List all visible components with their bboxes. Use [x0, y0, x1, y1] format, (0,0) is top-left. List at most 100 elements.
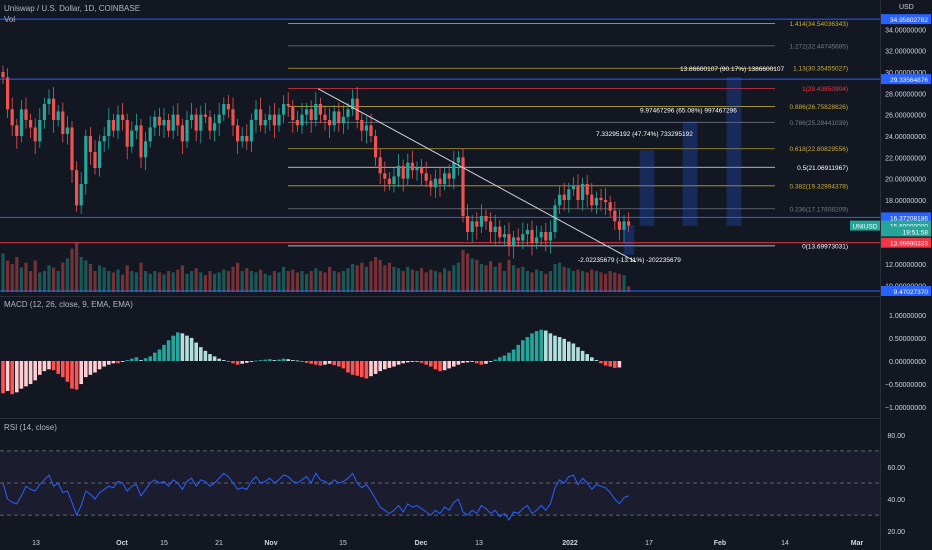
- volume-bar: [360, 262, 364, 292]
- volume-bar: [318, 271, 322, 292]
- volume-bar: [530, 272, 534, 292]
- volume-bar: [604, 273, 608, 292]
- macd-histogram-bar: [350, 361, 355, 375]
- macd-histogram-bar: [24, 361, 28, 387]
- volume-bar: [70, 248, 74, 292]
- volume-bar: [199, 272, 203, 292]
- macd-histogram-bar: [139, 360, 143, 361]
- macd-title[interactable]: MACD (12, 26, close, 9, EMA, EMA): [4, 300, 133, 309]
- time-axis-label: 13: [32, 540, 40, 547]
- volume-bar: [544, 273, 548, 292]
- candle-body: [190, 114, 194, 120]
- volume-bar: [401, 271, 405, 292]
- candle-body: [420, 168, 424, 174]
- candle-body: [387, 178, 391, 184]
- candle-body: [249, 120, 253, 142]
- macd-histogram-bar: [111, 361, 116, 364]
- volume-label[interactable]: Vol: [4, 15, 16, 24]
- volume-bar: [521, 266, 525, 292]
- candle-body: [144, 141, 148, 158]
- volume-bar: [300, 271, 304, 292]
- volume-bar: [194, 268, 198, 292]
- macd-histogram-bar: [268, 359, 272, 361]
- price-tick-label: 34.00000000: [885, 27, 926, 34]
- pane-separator-macd[interactable]: [0, 296, 880, 297]
- price-range-box: [639, 150, 655, 226]
- candle-body: [98, 141, 102, 168]
- volume-bar: [121, 274, 125, 292]
- volume-bar: [337, 272, 341, 292]
- macd-histogram-bar: [557, 337, 562, 361]
- candle-body: [318, 104, 322, 115]
- volume-bar: [107, 271, 111, 292]
- volume-bar: [254, 272, 258, 292]
- time-axis-label: 2022: [562, 540, 578, 547]
- symbol-title[interactable]: Uniswap / U.S. Dollar, 1D, COINBASE: [4, 4, 141, 13]
- candle-body: [295, 120, 299, 126]
- fib-level-label: 1.272(32.44745685): [789, 43, 848, 50]
- price-badge: [881, 14, 931, 25]
- macd-histogram-bar: [534, 331, 539, 361]
- macd-histogram-bar: [125, 360, 129, 361]
- volume-bar: [599, 272, 603, 292]
- macd-histogram-bar: [429, 361, 433, 367]
- candle-body: [125, 120, 129, 147]
- time-axis-label: Dec: [415, 540, 428, 547]
- macd-histogram-bar: [56, 361, 60, 374]
- time-axis-label: 21: [215, 540, 223, 547]
- price-range-box: [682, 121, 698, 226]
- candle-body: [516, 237, 520, 241]
- candle-body: [134, 125, 138, 131]
- volume-bar: [286, 271, 290, 292]
- volume-bar: [15, 257, 19, 292]
- candle-body: [512, 237, 516, 246]
- macd-histogram-bar: [465, 361, 470, 363]
- time-axis-label: 13: [475, 540, 483, 547]
- macd-histogram-bar: [130, 358, 134, 361]
- candle-body: [401, 165, 405, 179]
- candle-body: [484, 216, 488, 222]
- rsi-title[interactable]: RSI (14, close): [4, 423, 57, 432]
- candle-body: [594, 197, 598, 206]
- pane-separator-rsi[interactable]: [0, 418, 880, 419]
- macd-histogram-bar: [383, 361, 387, 370]
- macd-histogram-bar: [38, 361, 42, 375]
- volume-bar: [461, 250, 465, 292]
- candle-body: [208, 116, 212, 131]
- volume-bar: [29, 271, 33, 292]
- trendline: [317, 88, 637, 263]
- candle-body: [369, 125, 373, 136]
- candle-body: [415, 168, 419, 171]
- rsi-tick-label: 20.00: [887, 529, 905, 536]
- fib-level-label: 0(13.69973031): [802, 243, 848, 250]
- candle-body: [502, 234, 506, 238]
- candle-body: [61, 111, 65, 134]
- candle-body: [194, 114, 198, 131]
- volume-bar: [56, 271, 60, 292]
- range-annotation: 13.86600107 (90.17%) 1386600107: [680, 66, 784, 73]
- currency-label: USD: [899, 4, 914, 11]
- candle-body: [15, 125, 19, 136]
- macd-histogram-bar: [28, 361, 33, 385]
- candle-body: [213, 123, 217, 131]
- candle-body: [507, 234, 511, 246]
- volume-bar: [125, 265, 129, 292]
- macd-histogram-bar: [493, 359, 497, 361]
- macd-histogram-bar: [415, 361, 419, 362]
- macd-histogram-bar: [134, 357, 139, 361]
- macd-histogram-bar: [286, 359, 290, 361]
- price-badge-label: 16.37208186: [890, 215, 928, 222]
- candle-body: [383, 173, 387, 179]
- volume-bar: [548, 271, 552, 292]
- candle-body: [231, 109, 235, 126]
- volume-bar: [208, 271, 212, 292]
- macd-histogram-bar: [373, 361, 378, 374]
- symbol-badge-label: UNIUSD: [853, 224, 878, 231]
- macd-histogram-bar: [1, 361, 5, 394]
- candle-body: [111, 120, 115, 131]
- candle-body: [226, 104, 230, 110]
- volume-bar: [369, 261, 373, 292]
- candle-body: [130, 130, 134, 147]
- price-axis-panel[interactable]: [880, 0, 932, 550]
